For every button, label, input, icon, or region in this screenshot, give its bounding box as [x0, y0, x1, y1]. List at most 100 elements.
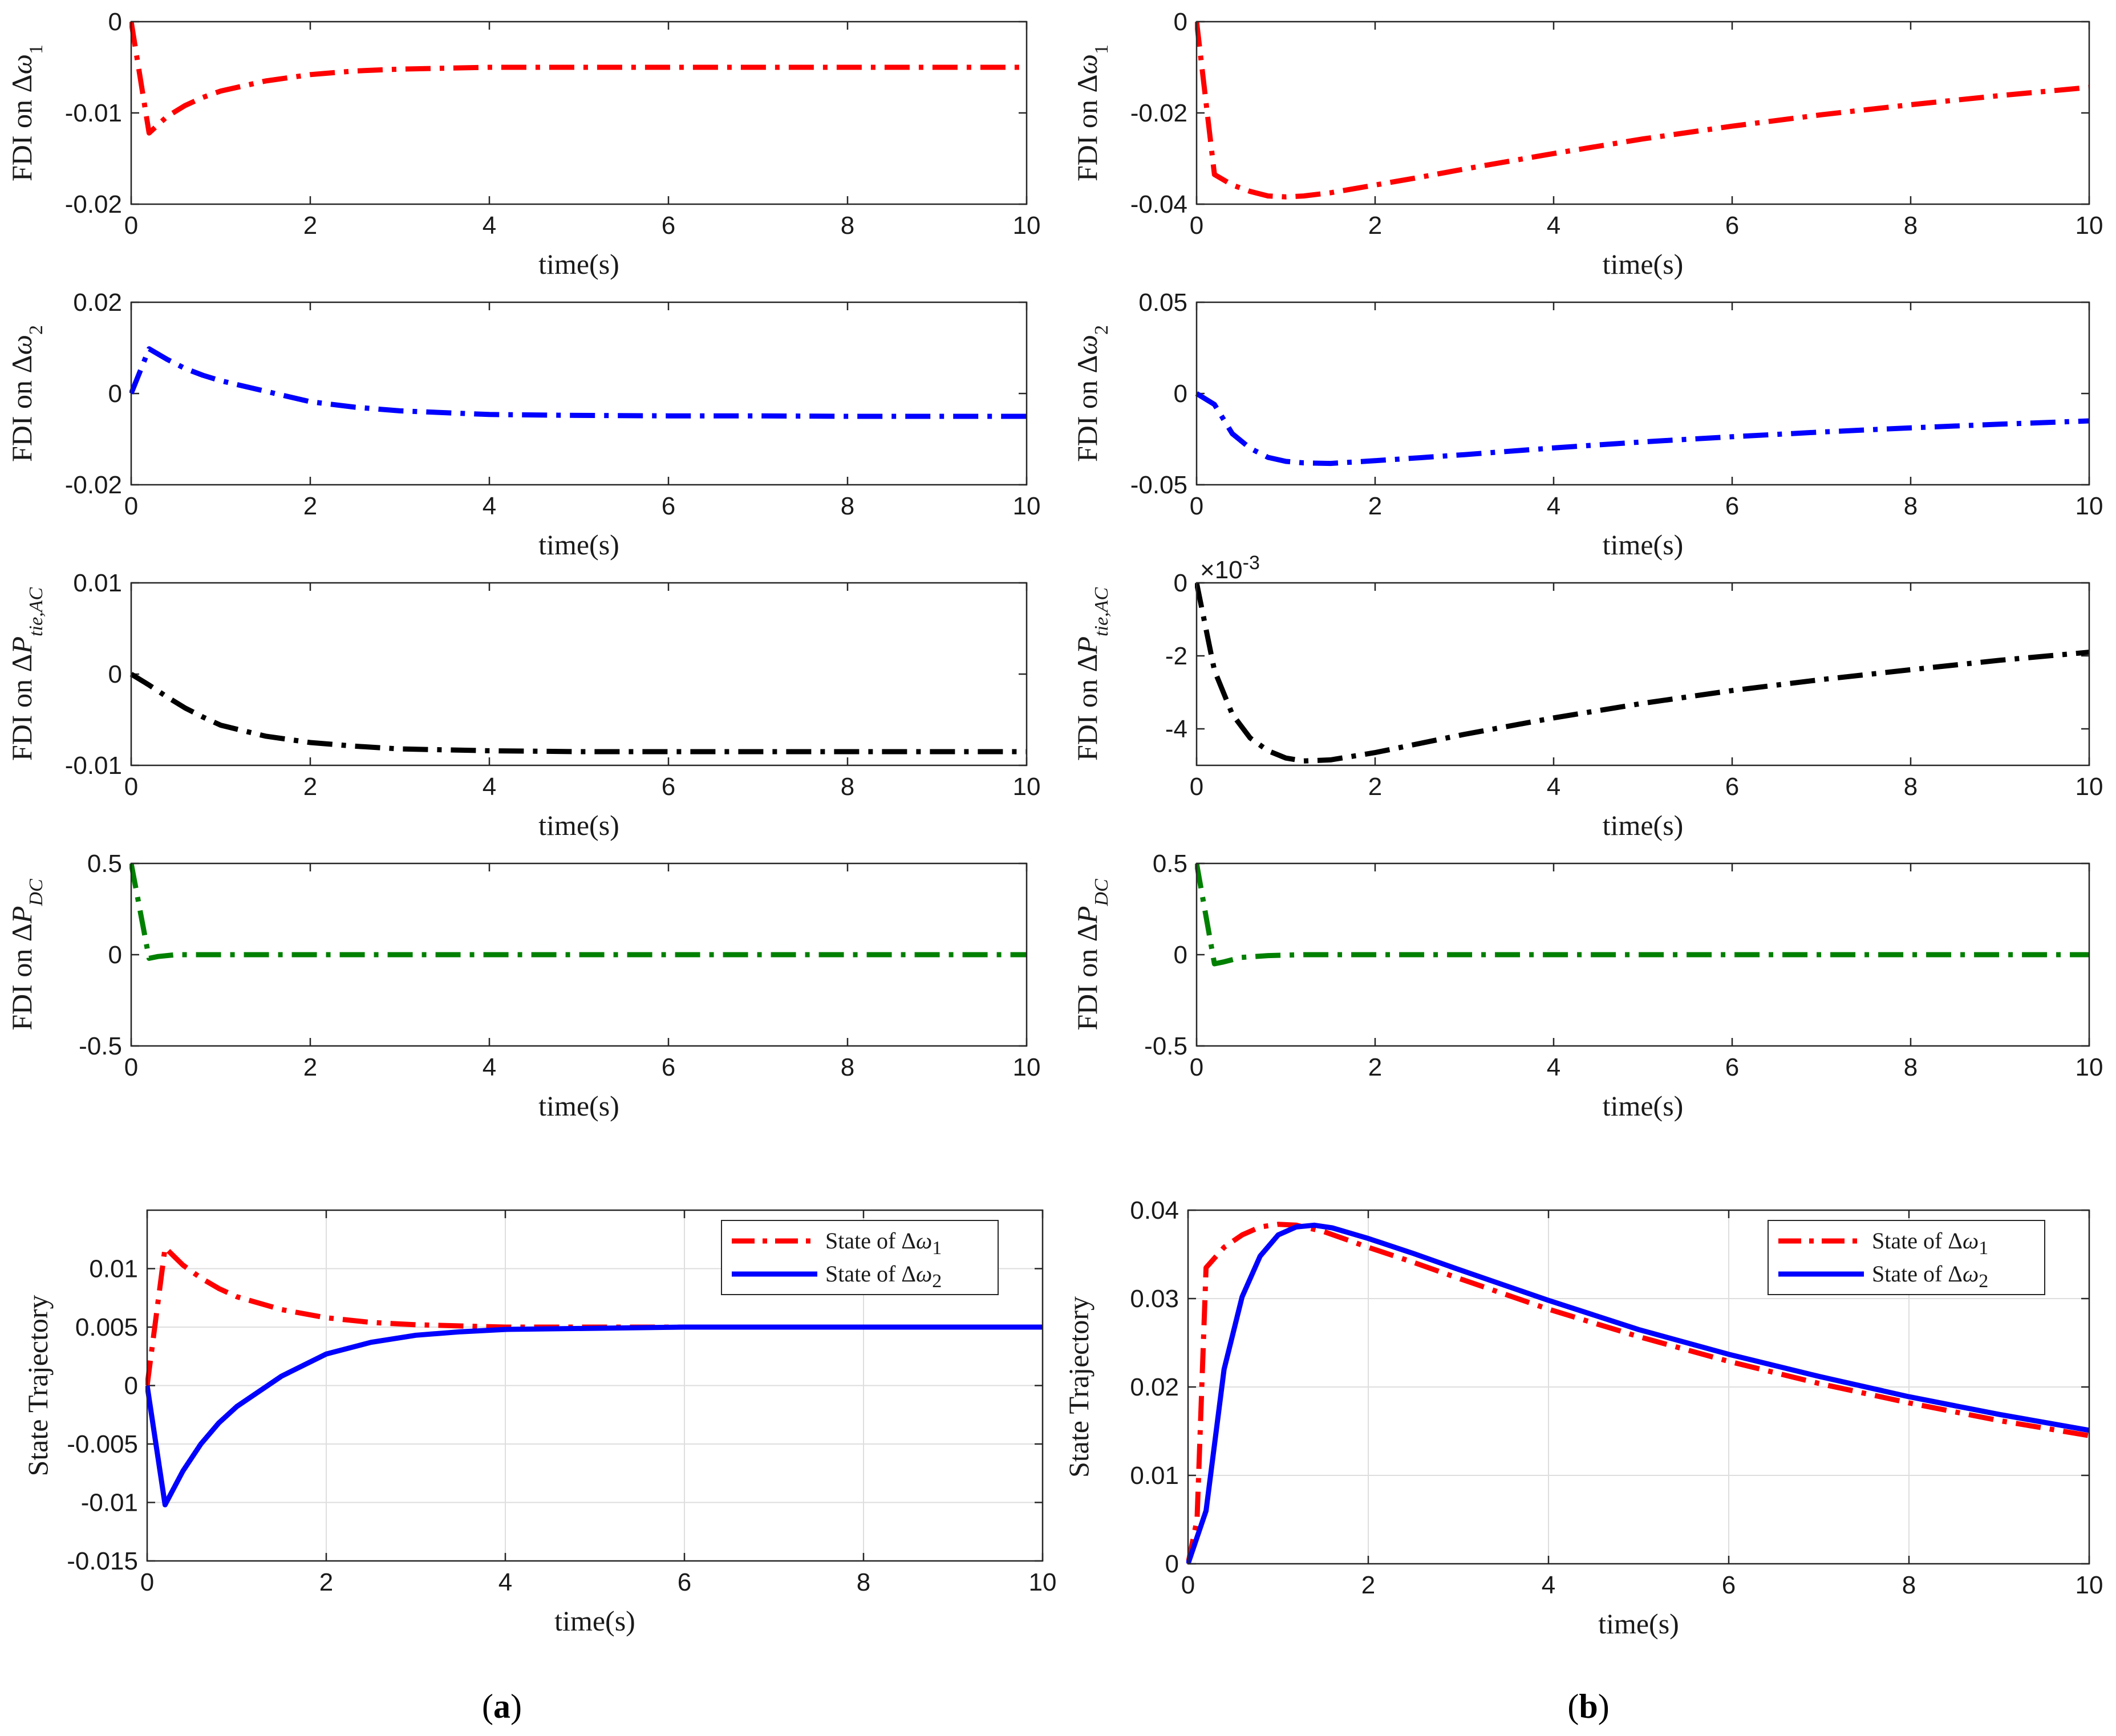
y-tick-label: 0 [108, 941, 122, 969]
caption-b: (b) [1567, 1688, 1609, 1725]
x-tick-label: 6 [662, 492, 675, 520]
y-tick-label: 0.03 [1130, 1285, 1179, 1313]
label-subscript: 1 [1979, 1238, 1988, 1259]
y-tick-label: 0.5 [1153, 850, 1187, 878]
x-axis-label: time(s) [538, 248, 619, 280]
y-tick-label: 0.5 [87, 850, 122, 878]
x-tick-label: 10 [1013, 492, 1041, 520]
x-tick-label: 2 [1368, 492, 1382, 520]
plot-area [1197, 302, 2089, 485]
x-tick-label: 8 [841, 1053, 854, 1081]
label-text: State of Δ [825, 1228, 916, 1254]
x-tick-label: 4 [1547, 492, 1560, 520]
x-tick-label: 2 [1368, 773, 1382, 801]
label-symbol: P [6, 636, 38, 655]
x-axis-label: time(s) [1603, 809, 1684, 841]
label-text: FDI on Δ [6, 355, 38, 462]
x-tick-label: 4 [483, 492, 496, 520]
axes-frame [1187, 1209, 2090, 1565]
y-axis-label: FDI on Δω1 [1071, 44, 1112, 181]
x-tick-label: 2 [303, 773, 317, 801]
axes-frame [1195, 301, 2090, 486]
y-tick-label: 0.02 [1130, 1373, 1179, 1401]
x-tick-label: 10 [1029, 1568, 1057, 1596]
x-tick-label: 8 [841, 773, 854, 801]
label-subscript: 1 [932, 1238, 942, 1259]
y-tick-label: -0.02 [65, 190, 122, 218]
caption-a-open: ( [482, 1688, 493, 1725]
label-subscript: 2 [1979, 1271, 1988, 1292]
y-axis-label: FDI on Δω2 [6, 325, 47, 462]
x-axis-label: time(s) [538, 809, 619, 841]
series-line-b5-2 [1186, 1222, 2090, 1565]
y-tick-label: 0 [1174, 941, 1187, 969]
y-axis-label: FDI on ΔPDC [6, 879, 47, 1031]
legend-label-1: State of Δω1 [825, 1228, 942, 1259]
label-text: State of Δ [825, 1261, 916, 1287]
chart-b1: 0 2 4 6 8 10 -0.04 -0.02 0 time(s) FDI on Δω1 [1071, 8, 2103, 280]
label-text: FDI on Δ [1071, 923, 1103, 1031]
y-axis-label: FDI on ΔPDC [1071, 879, 1112, 1031]
series-line-b3-1 [1195, 582, 2090, 764]
label-symbol: ω [6, 54, 38, 74]
x-tick-label: 2 [1368, 212, 1382, 240]
legend-box [1768, 1220, 2045, 1295]
y-axis-label: State Trajectory [1063, 1296, 1095, 1478]
x-tick-label: 10 [1013, 212, 1041, 240]
y-axis-label: FDI on Δω2 [1071, 325, 1112, 462]
y-tick-label: -0.05 [1130, 471, 1187, 499]
series-line-a2-1 [129, 346, 1027, 419]
y-tick-label: -0.01 [81, 1489, 138, 1517]
label-symbol: P [1071, 906, 1103, 924]
x-tick-label: 2 [303, 1053, 317, 1081]
legend-box [721, 1220, 999, 1295]
x-tick-label: 0 [124, 773, 138, 801]
label-symbol: P [1071, 636, 1103, 655]
caption-b-open: ( [1567, 1688, 1579, 1725]
label-text: FDI on Δ [6, 923, 38, 1031]
x-tick-label: 6 [662, 773, 675, 801]
y-axis-label: FDI on ΔPtie,AC [6, 587, 47, 761]
label-text: State Trajectory [1063, 1296, 1095, 1478]
x-axis-label: time(s) [1598, 1608, 1679, 1640]
y-axis-label: State Trajectory [22, 1295, 54, 1476]
y-tick-label: 0.005 [75, 1313, 138, 1341]
x-tick-label: 0 [1190, 1053, 1203, 1081]
y-tick-label: 0.01 [89, 1255, 138, 1283]
x-axis-label: time(s) [538, 529, 619, 561]
y-tick-label: 0 [1174, 569, 1187, 597]
chart-b5: 0 2 4 6 8 10 0 0.01 0.02 0.03 0.04 time(s) State Tra… [1063, 1196, 2103, 1640]
label-text: State of Δ [1872, 1228, 1963, 1254]
x-tick-label: 0 [124, 1053, 138, 1081]
caption-b-letter: b [1579, 1688, 1598, 1725]
label-text: State Trajectory [22, 1295, 54, 1476]
x-tick-label: 10 [2076, 773, 2103, 801]
y-tick-label: -0.01 [65, 99, 122, 127]
series-line-a3-1 [129, 672, 1027, 755]
axes-frame [1195, 21, 2090, 205]
label-subscript: 2 [1091, 325, 1112, 335]
x-tick-label: 8 [1904, 773, 1918, 801]
series-line-b2-1 [1195, 391, 2090, 467]
x-tick-label: 4 [483, 212, 496, 240]
y-tick-label: 0.02 [73, 289, 122, 317]
label-symbol: ω [1071, 54, 1103, 74]
axes-frame [1195, 582, 2090, 766]
y-tick-label: -2 [1165, 642, 1187, 670]
y-tick-label: -0.01 [65, 752, 122, 780]
y-tick-label: -0.005 [67, 1430, 138, 1458]
x-tick-label: 0 [124, 212, 138, 240]
series-line-a1-1 [129, 21, 1027, 136]
y-tick-label: 0 [108, 380, 122, 408]
x-tick-label: 6 [1725, 773, 1739, 801]
label-text: FDI on Δ [1071, 355, 1103, 462]
caption-a: (a) [482, 1688, 522, 1725]
label-subscript: 1 [26, 44, 47, 54]
axes-frame [146, 1209, 1044, 1562]
x-tick-label: 6 [1725, 1053, 1739, 1081]
x-tick-label: 2 [1361, 1571, 1375, 1599]
x-tick-label: 6 [1725, 492, 1739, 520]
